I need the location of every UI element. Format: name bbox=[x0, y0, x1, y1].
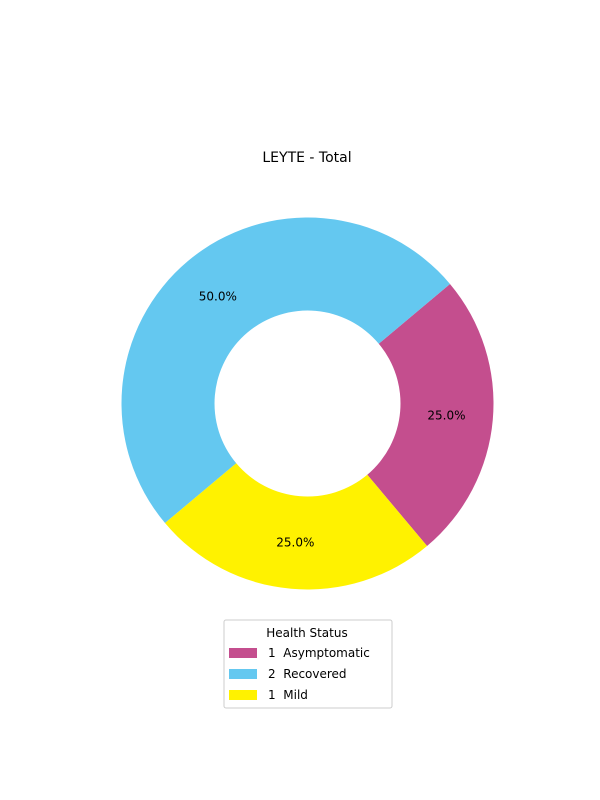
slice-percent-label: 25.0% bbox=[276, 535, 314, 549]
donut-slice bbox=[165, 463, 428, 590]
legend-swatch bbox=[229, 669, 257, 679]
legend-label: 1 Asymptomatic bbox=[268, 646, 370, 660]
slice-percent-label: 50.0% bbox=[199, 290, 237, 304]
percent-labels: 25.0% 50.0% 25.0% bbox=[199, 290, 466, 550]
legend-title: Health Status bbox=[266, 626, 347, 640]
legend-swatch bbox=[229, 690, 257, 700]
legend-frame bbox=[223, 619, 393, 709]
donut-slices bbox=[121, 217, 494, 590]
legend-items: 1 Asymptomatic 2 Recovered 1 Mild bbox=[229, 646, 370, 702]
chart-title: LEYTE - Total bbox=[262, 150, 351, 166]
donut-slice bbox=[121, 217, 450, 524]
legend-label: 1 Mild bbox=[268, 688, 308, 702]
legend-swatch bbox=[229, 648, 257, 658]
slice-percent-label: 25.0% bbox=[427, 409, 465, 423]
legend-label: 2 Recovered bbox=[268, 667, 347, 681]
donut-slice bbox=[367, 283, 494, 546]
